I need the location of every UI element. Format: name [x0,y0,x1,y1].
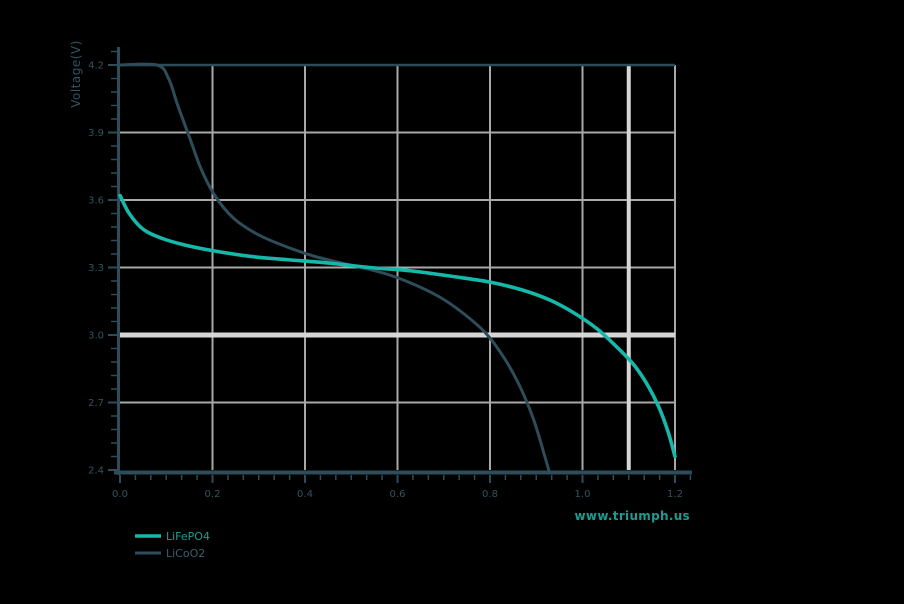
x-tick-label: 0.4 [297,489,313,500]
legend-item-lifepo4: LiFePO4 [135,530,210,543]
crosshair-lines [120,65,675,470]
y-tick-label: 3.9 [88,128,104,139]
legend: LiFePO4 LiCoO2 [135,530,210,560]
curve-lifepo4 [118,193,677,459]
legend-label-licoo2: LiCoO2 [166,547,205,560]
legend-label-lifepo4: LiFePO4 [166,530,210,543]
y-tick-label: 2.7 [88,398,104,409]
y-tick-label: 2.4 [88,466,104,477]
axis-ticks [108,50,692,483]
x-tick-label: 0.8 [482,489,498,500]
curve-licoo2 [118,62,551,472]
y-tick-label: 4.2 [88,61,104,72]
x-tick-label: 1.0 [575,489,591,500]
x-tick-label: 0.6 [390,489,406,500]
data-series [118,62,677,472]
y-tick-label: 3.3 [88,263,104,274]
axes-frame [114,47,692,475]
watermark-url: www.triumph.us [575,509,690,523]
x-tick-label: 0.2 [205,489,221,500]
x-tick-label: 0.0 [112,489,128,500]
legend-item-licoo2: LiCoO2 [135,547,205,560]
y-tick-label: 3.0 [88,331,104,342]
y-axis-title: Voltage(V) [69,40,83,108]
x-tick-label: 1.2 [667,489,683,500]
y-tick-label: 3.6 [88,196,104,207]
x-tick-labels: 0.0 0.2 0.4 0.6 0.8 1.0 1.2 [112,489,683,500]
y-tick-labels: 4.2 3.9 3.6 3.3 3.0 2.7 2.4 [88,61,104,477]
